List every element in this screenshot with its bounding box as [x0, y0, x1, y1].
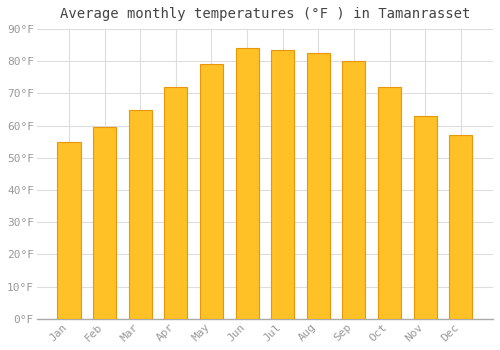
- Bar: [236, 48, 258, 319]
- Bar: [164, 87, 188, 319]
- Title: Average monthly temperatures (°F ) in Tamanrasset: Average monthly temperatures (°F ) in Ta…: [60, 7, 470, 21]
- Bar: [93, 127, 116, 319]
- Bar: [449, 135, 472, 319]
- Bar: [342, 61, 365, 319]
- Bar: [414, 116, 436, 319]
- Bar: [128, 110, 152, 319]
- Bar: [271, 50, 294, 319]
- Bar: [378, 87, 401, 319]
- Bar: [58, 142, 80, 319]
- Bar: [200, 64, 223, 319]
- Bar: [306, 53, 330, 319]
